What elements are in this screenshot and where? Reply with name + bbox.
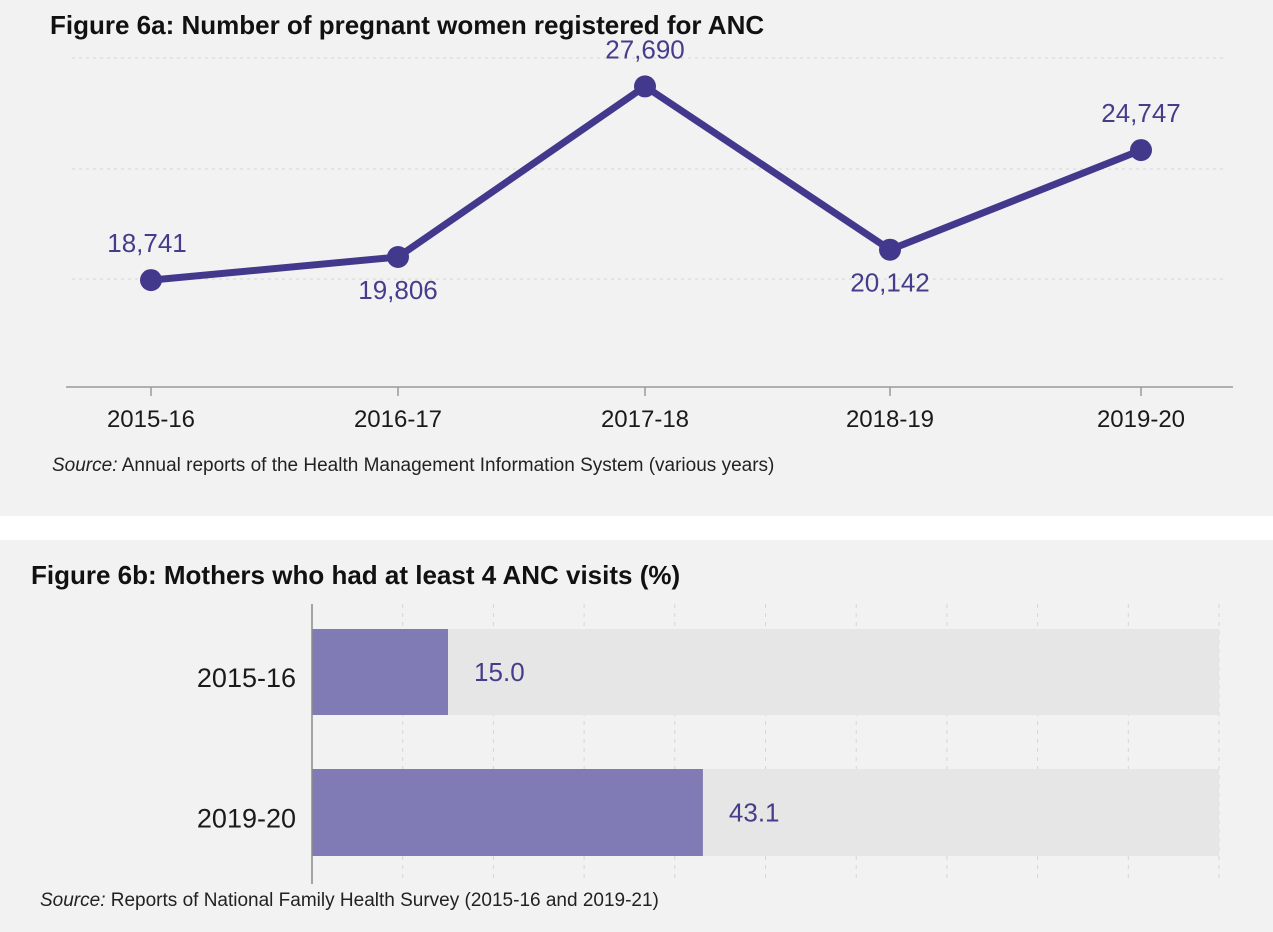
- y-tick-label-2019-20: 2019-20: [197, 804, 296, 834]
- figure-6a-source: Source: Annual reports of the Health Man…: [52, 455, 774, 477]
- data-point-2019-20: [1130, 139, 1152, 162]
- figure-6a-source-text: Annual reports of the Health Management …: [117, 455, 775, 476]
- data-label-2017-18: 27,690: [605, 34, 685, 64]
- data-label-2015-16: 18,741: [107, 228, 187, 258]
- bar-value-label-2015-16: 15.0: [474, 657, 525, 687]
- figure-6b-bar-chart: 15.0 2015-16 43.1 2019-20: [197, 604, 1220, 884]
- x-tick-label-2015-16: 2015-16: [107, 406, 195, 433]
- figure-6b-title: Figure 6b: Mothers who had at least 4 AN…: [31, 560, 681, 590]
- figure-6b-source-text: Reports of National Family Health Survey…: [105, 890, 659, 911]
- x-tick-label-2019-20: 2019-20: [1097, 406, 1185, 433]
- data-point-2016-17: [387, 246, 409, 268]
- anc-registration-line: [147, 82, 1145, 284]
- data-label-2016-17: 19,806: [358, 275, 438, 305]
- data-point-2017-18: [634, 75, 656, 98]
- figure-6b-source-prefix: Source:: [40, 890, 106, 911]
- data-label-2018-19: 20,142: [850, 268, 930, 298]
- figure-6b-panel: Figure 6b: Mothers who had at least 4 AN…: [0, 540, 1273, 932]
- bar-track-2015-16: [312, 629, 1219, 715]
- figure-6a-line-chart: 2015-16 2016-17 2017-18 2018-19 2019-20 18,74…: [66, 34, 1233, 433]
- bar-value-label-2019-20: 43.1: [729, 798, 780, 828]
- figure-6a-title: Figure 6a: Number of pregnant women regi…: [50, 10, 765, 40]
- figure-6a-source-prefix: Source:: [52, 455, 118, 476]
- y-tick-label-2015-16: 2015-16: [197, 663, 296, 693]
- bar-2019-20: [312, 769, 703, 856]
- data-point-2015-16: [140, 269, 162, 292]
- figure-6a-panel: Figure 6a: Number of pregnant women regi…: [0, 0, 1273, 516]
- x-tick-label-2018-19: 2018-19: [846, 406, 934, 433]
- x-tick-label-2017-18: 2017-18: [601, 406, 689, 433]
- figure-6b-source: Source: Reports of National Family Healt…: [40, 890, 659, 912]
- data-point-2018-19: [879, 238, 901, 261]
- data-label-2019-20: 24,747: [1101, 98, 1181, 128]
- x-tick-label-2016-17: 2016-17: [354, 406, 442, 433]
- bar-2015-16: [312, 629, 448, 715]
